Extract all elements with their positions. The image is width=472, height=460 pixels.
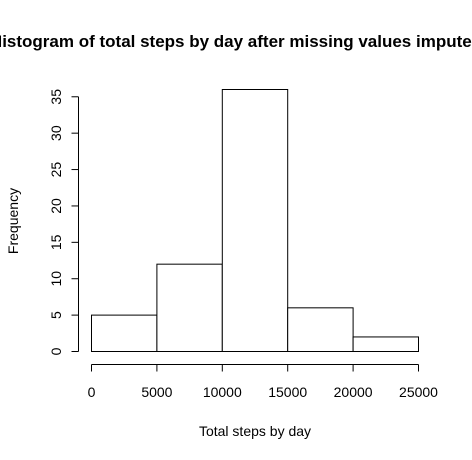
x-axis: 0 5000 10000 15000 20000 25000	[88, 364, 438, 400]
y-tick-label-6: 30	[48, 125, 64, 141]
y-axis-label: Frequency	[5, 188, 21, 254]
histogram-bar-1	[156, 263, 223, 352]
x-tick-label-2: 10000	[203, 384, 242, 400]
x-tick-label-0: 0	[88, 384, 96, 400]
y-tick-label-4: 20	[48, 198, 64, 214]
histogram-bar-3	[287, 307, 354, 353]
x-tick-label-1: 5000	[141, 384, 172, 400]
x-tick-label-3: 15000	[268, 384, 307, 400]
y-axis: 0 5 10 15 20 25 30 35	[48, 89, 79, 355]
histogram-bar-2	[221, 89, 289, 352]
y-tick-label-2: 10	[48, 271, 64, 287]
y-tick-label-3: 15	[48, 234, 64, 250]
y-tick-label-1: 5	[48, 311, 64, 319]
histogram-bar-0	[91, 314, 158, 353]
y-tick-label-7: 35	[48, 89, 64, 105]
x-tick-label-4: 20000	[334, 384, 373, 400]
x-axis-label: Total steps by day	[199, 423, 311, 439]
y-tick-label-5: 25	[48, 162, 64, 178]
bars-group	[91, 89, 420, 353]
chart-title: Histogram of total steps by day after mi…	[0, 32, 472, 51]
histogram-bar-4	[352, 336, 420, 353]
y-tick-label-0: 0	[48, 347, 64, 355]
x-tick-label-5: 25000	[399, 384, 438, 400]
